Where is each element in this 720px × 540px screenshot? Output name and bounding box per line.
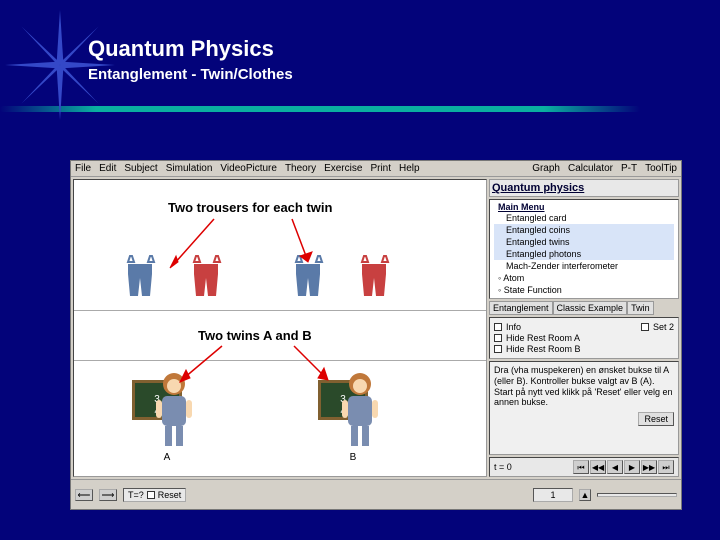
media-last-button[interactable]: ⏭ xyxy=(658,460,674,474)
label-info: Info xyxy=(506,322,521,332)
media-prev-button[interactable]: ◀◀ xyxy=(590,460,606,474)
tree-item[interactable]: Entangled twins xyxy=(494,236,674,248)
menu-help[interactable]: Help xyxy=(399,163,420,174)
tabs: Entanglement Classic Example Twin xyxy=(489,301,679,315)
media-first-button[interactable]: ⏮ xyxy=(573,460,589,474)
tree-item[interactable]: Mach-Zender interferometer xyxy=(494,260,674,272)
tree-item[interactable]: Entangled coins xyxy=(494,224,674,236)
topic-tree: Main Menu Entangled card Entangled coins… xyxy=(489,199,679,299)
menu-print[interactable]: Print xyxy=(370,163,391,174)
page-subtitle: Entanglement - Twin/Clothes xyxy=(88,66,293,83)
time-label: t = 0 xyxy=(494,462,512,472)
spinner-up[interactable]: ▲ xyxy=(579,489,591,501)
tree-item[interactable]: Entangled card xyxy=(494,212,674,224)
tree-item-state[interactable]: ◦ State Function xyxy=(494,284,674,296)
counter-box: 1 xyxy=(533,488,573,502)
menu-simulation[interactable]: Simulation xyxy=(166,163,213,174)
checkbox-hide-b[interactable] xyxy=(494,345,502,353)
menu-graph[interactable]: Graph xyxy=(532,163,560,174)
panel-heading: Quantum physics xyxy=(489,179,679,197)
menu-calc[interactable]: Calculator xyxy=(568,163,613,174)
progress-box xyxy=(597,493,677,497)
nav-right-button[interactable]: ⟶ xyxy=(99,489,117,501)
checkbox-reset[interactable] xyxy=(147,491,155,499)
separator xyxy=(74,310,486,311)
menu-pt[interactable]: P-T xyxy=(621,163,637,174)
checkbox-hide-a[interactable] xyxy=(494,334,502,342)
tab-twin[interactable]: Twin xyxy=(627,301,654,315)
label-hide-b: Hide Rest Room B xyxy=(506,344,581,354)
menu-video[interactable]: VideoPicture xyxy=(220,163,277,174)
twin-b-label: B xyxy=(350,452,357,463)
arrow-icon xyxy=(174,342,234,386)
tree-item[interactable]: Entangled photons xyxy=(494,248,674,260)
description-box: Dra (vha muspekeren) en ønsket bukse til… xyxy=(489,361,679,455)
menu-edit[interactable]: Edit xyxy=(99,163,116,174)
reset-button[interactable]: Reset xyxy=(638,412,674,426)
status-box: T=? Reset xyxy=(123,488,186,502)
annotation-trousers: Two trousers for each twin xyxy=(168,200,332,215)
arrow-icon xyxy=(282,214,322,264)
arrow-icon xyxy=(164,214,224,274)
time-panel: t = 0 ⏮ ◀◀ ◀ ▶ ▶▶ ⏭ xyxy=(489,457,679,477)
trouser-blue-icon[interactable] xyxy=(124,254,156,298)
menu-theory[interactable]: Theory xyxy=(285,163,316,174)
trouser-red-icon[interactable] xyxy=(358,254,390,298)
checkbox-info[interactable] xyxy=(494,323,502,331)
tab-entanglement[interactable]: Entanglement xyxy=(489,301,553,315)
tree-main-menu[interactable]: Main Menu xyxy=(494,202,674,212)
media-back-button[interactable]: ◀ xyxy=(607,460,623,474)
label-hide-a: Hide Rest Room A xyxy=(506,333,580,343)
tree-item-atom[interactable]: ◦ Atom xyxy=(494,272,674,284)
page-title: Quantum Physics xyxy=(88,36,293,62)
checkbox-set2[interactable] xyxy=(641,323,649,331)
media-play-button[interactable]: ▶ xyxy=(624,460,640,474)
menu-subject[interactable]: Subject xyxy=(124,163,157,174)
menu-exercise[interactable]: Exercise xyxy=(324,163,362,174)
controls: Info Set 2 Hide Rest Room A Hide Rest Roo… xyxy=(489,317,679,359)
separator xyxy=(74,360,486,361)
nav-left-button[interactable]: ⟵ xyxy=(75,489,93,501)
label-set2: Set 2 xyxy=(653,322,674,332)
menu-tooltip[interactable]: ToolTip xyxy=(645,163,677,174)
annotation-twins: Two twins A and B xyxy=(198,328,312,343)
bottom-bar: ⟵ ⟶ T=? Reset 1 ▲ xyxy=(71,479,681,509)
side-panel: Quantum physics Main Menu Entangled card… xyxy=(489,179,679,477)
tab-classic[interactable]: Classic Example xyxy=(553,301,628,315)
twin-a-label: A xyxy=(164,452,171,463)
arrow-icon xyxy=(288,342,338,386)
canvas-panel: Two trousers for each twin Two twins A a… xyxy=(73,179,487,477)
menu-file[interactable]: File xyxy=(75,163,91,174)
menubar: File Edit Subject Simulation VideoPictur… xyxy=(71,161,681,177)
media-fwd-button[interactable]: ▶▶ xyxy=(641,460,657,474)
app-window: File Edit Subject Simulation VideoPictur… xyxy=(70,160,682,510)
